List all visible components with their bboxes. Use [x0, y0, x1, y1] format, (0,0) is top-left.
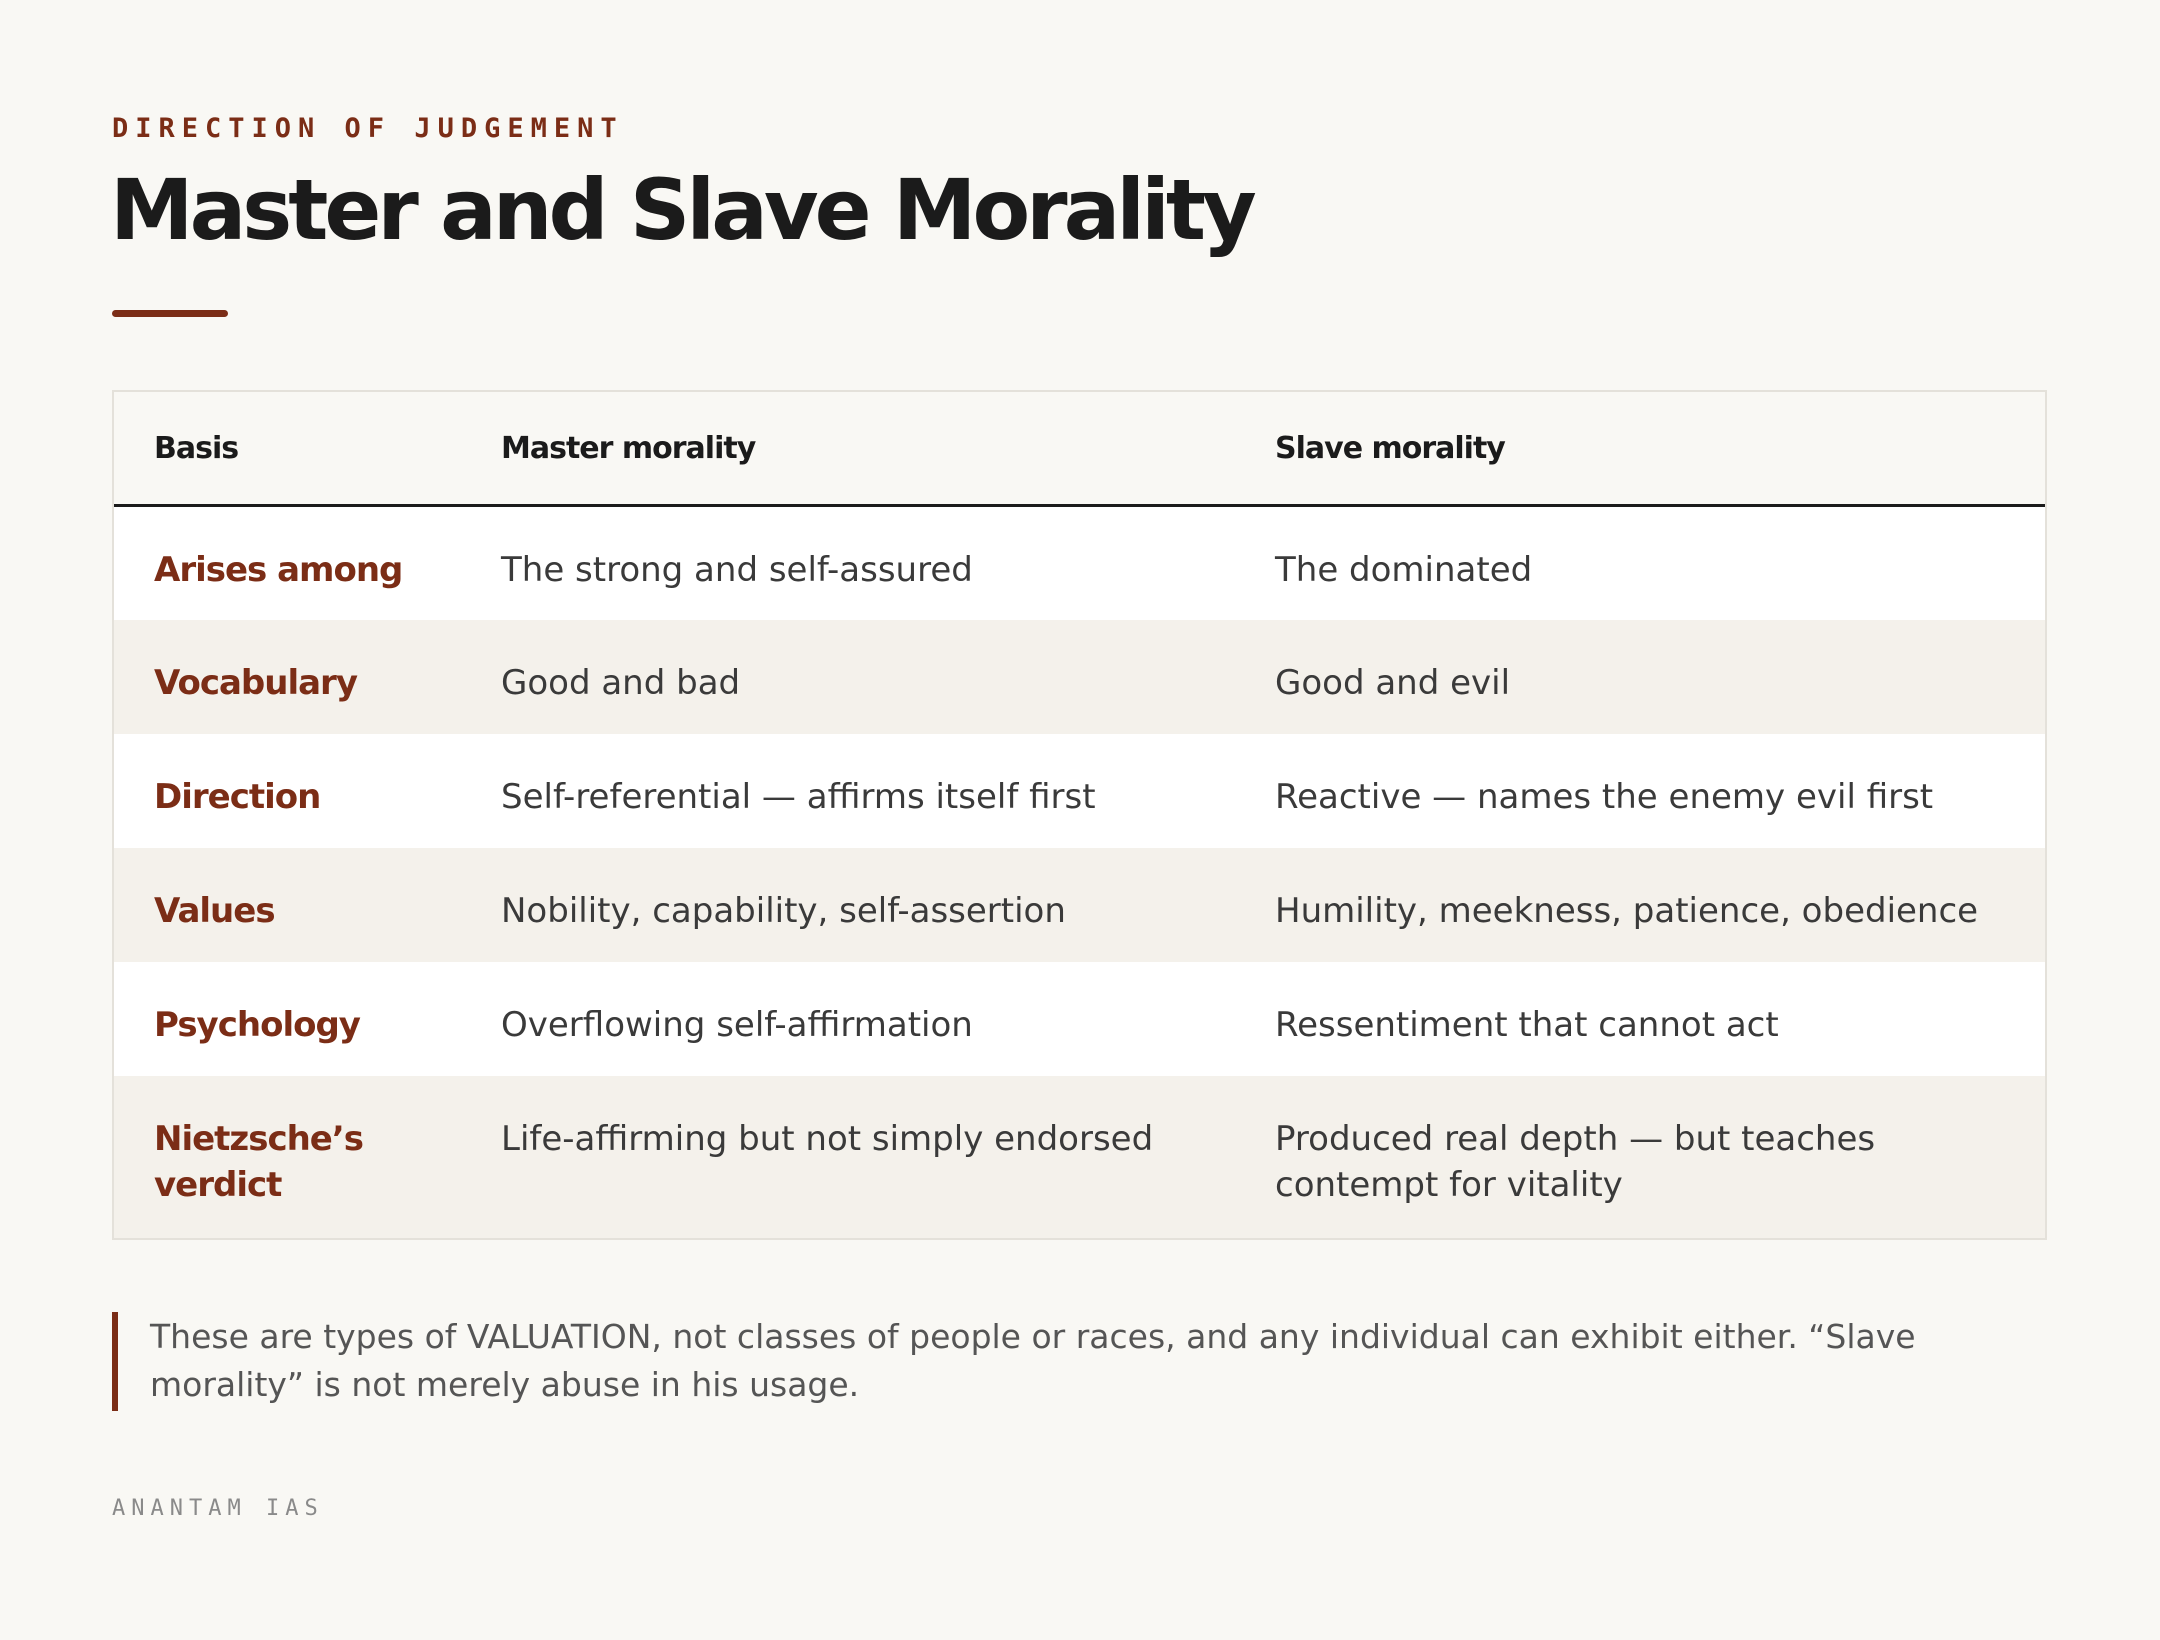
header-master-morality: Master morality [461, 392, 1235, 507]
footer-brand: ANANTAM IAS [112, 1496, 324, 1521]
table-row: Values Nobility, capability, self-assert… [114, 847, 2045, 962]
table-row: Psychology Overflowing self-affirmation … [114, 961, 2045, 1076]
slave-cell: Reactive — names the enemy evil first [1235, 733, 2045, 848]
slave-cell: The dominated [1235, 505, 2045, 620]
header-basis: Basis [114, 392, 461, 507]
slave-cell: Good and evil [1235, 619, 2045, 734]
master-cell: Life-affirming but not simply endorsed [461, 1075, 1235, 1238]
table-row: Vocabulary Good and bad Good and evil [114, 619, 2045, 734]
basis-cell: Psychology [114, 961, 461, 1076]
basis-cell: Arises among [114, 505, 461, 620]
header-slave-morality: Slave morality [1235, 392, 2045, 507]
master-cell: The strong and self-assured [461, 505, 1235, 620]
table-row: Nietzsche’s verdict Life-affirming but n… [114, 1075, 2045, 1238]
basis-cell: Nietzsche’s verdict [114, 1075, 461, 1238]
title-accent-rule [112, 310, 228, 317]
table-row: Direction Self-referential — affirms its… [114, 733, 2045, 848]
master-cell: Good and bad [461, 619, 1235, 734]
basis-cell: Direction [114, 733, 461, 848]
eyebrow-label: DIRECTION OF JUDGEMENT [112, 113, 624, 144]
slave-cell: Humility, meekness, patience, obedience [1235, 847, 2045, 962]
page-title: Master and Slave Morality [110, 161, 1257, 259]
master-cell: Overflowing self-affirmation [461, 961, 1235, 1076]
master-cell: Nobility, capability, self-assertion [461, 847, 1235, 962]
callout-note: These are types of VALUATION, not classe… [112, 1312, 2047, 1411]
comparison-table: Basis Master morality Slave morality Ari… [112, 390, 2047, 1240]
basis-cell: Values [114, 847, 461, 962]
master-cell: Self-referential — affirms itself first [461, 733, 1235, 848]
basis-cell: Vocabulary [114, 619, 461, 734]
table-header-row: Basis Master morality Slave morality [114, 392, 2045, 507]
slave-cell: Ressentiment that cannot act [1235, 961, 2045, 1076]
slave-cell: Produced real depth — but teaches contem… [1235, 1075, 2045, 1238]
table-row: Arises among The strong and self-assured… [114, 505, 2045, 620]
